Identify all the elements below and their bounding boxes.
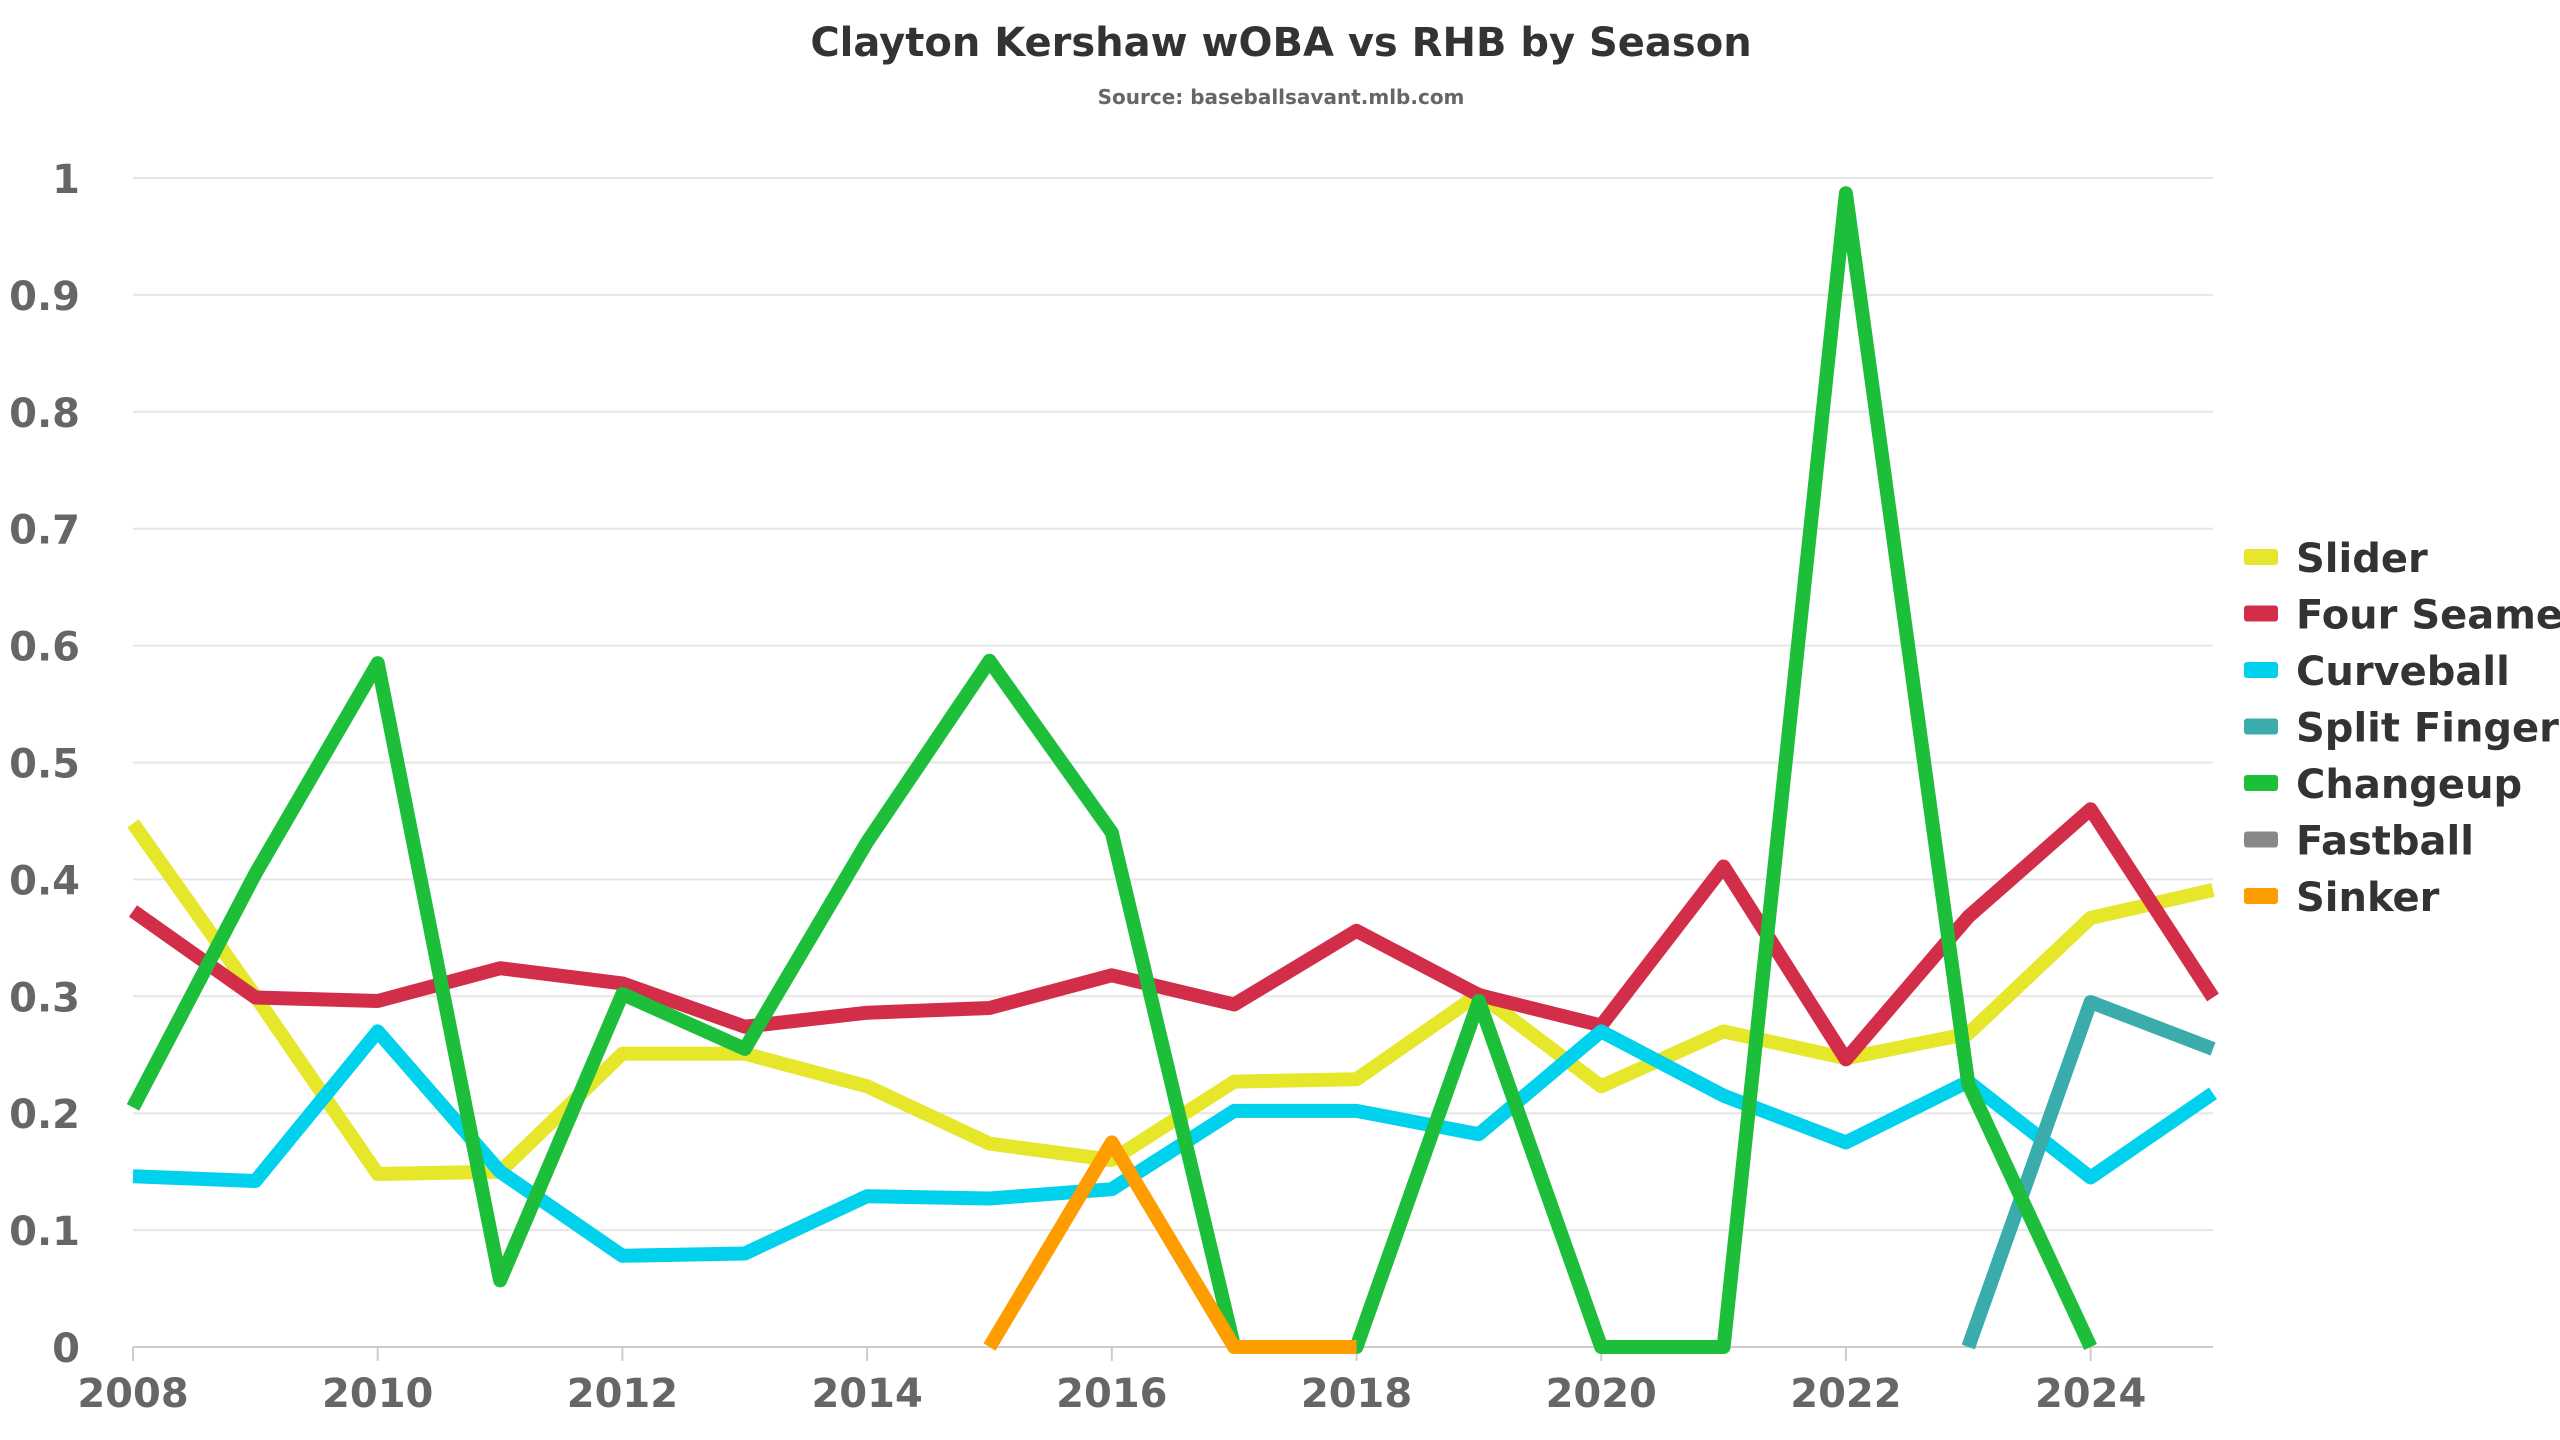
legend-item-label: Changeup xyxy=(2296,762,2522,808)
legend-item-label: Curveball xyxy=(2296,649,2510,695)
x-tick-label: 2020 xyxy=(1546,1371,1657,1417)
legend-swatch xyxy=(2244,549,2278,565)
y-tick-label: 0.6 xyxy=(9,625,80,671)
legend-item-label: Slider xyxy=(2296,536,2428,582)
legend-swatch xyxy=(2244,662,2278,678)
series-line-changeup xyxy=(126,186,2097,1354)
legend-swatch xyxy=(2244,888,2278,904)
y-tick-label: 0.4 xyxy=(9,858,80,904)
legend-item-label: Four Seamer xyxy=(2296,593,2560,639)
y-tick-label: 0.1 xyxy=(9,1209,80,1255)
x-tick-label: 2008 xyxy=(77,1371,188,1417)
y-tick-label: 0.5 xyxy=(9,742,80,788)
x-axis-ticks: 2008 2010 2012 2014 2016 2018 2020 2022 2024 xyxy=(77,1347,2146,1417)
x-tick-label: 2018 xyxy=(1301,1371,1412,1417)
x-tick-label: 2010 xyxy=(322,1371,433,1417)
legend-swatch xyxy=(2244,718,2278,735)
y-tick-label: 0.7 xyxy=(9,508,80,554)
legend-item-label: Split Finger xyxy=(2296,706,2559,752)
x-tick-label: 2014 xyxy=(811,1371,922,1417)
chart-title: Clayton Kershaw wOBA vs RHB by Season xyxy=(810,20,1751,66)
x-tick-label: 2022 xyxy=(1790,1371,1901,1417)
series-line-four-seamer xyxy=(128,802,2219,1067)
series-line-sinker xyxy=(983,1135,1357,1354)
chart-subtitle: Source: baseballsavant.mlb.com xyxy=(1098,85,1465,109)
legend-swatch xyxy=(2244,831,2278,848)
series-lines xyxy=(126,186,2219,1354)
legend-swatch xyxy=(2244,605,2278,622)
x-tick-label: 2012 xyxy=(567,1371,678,1417)
y-axis-ticks: 0 0.1 0.2 0.3 0.4 0.5 0.6 0.7 0.8 0.9 1 xyxy=(9,157,80,1372)
legend-item-label: Fastball xyxy=(2296,819,2474,865)
x-tick-label: 2016 xyxy=(1056,1371,1167,1417)
y-tick-label: 0.3 xyxy=(9,975,80,1021)
legend: Slider Four Seamer Curveball Split Finger Ch… xyxy=(2244,536,2560,921)
legend-item-label: Sinker xyxy=(2296,875,2440,921)
y-tick-label: 1 xyxy=(52,157,80,203)
y-tick-label: 0.8 xyxy=(9,391,80,437)
y-tick-label: 0 xyxy=(52,1326,80,1372)
x-tick-label: 2024 xyxy=(2035,1371,2146,1417)
y-tick-label: 0.2 xyxy=(9,1092,80,1138)
series-line-split-finger xyxy=(1961,995,2216,1350)
legend-swatch xyxy=(2244,775,2278,791)
y-tick-label: 0.9 xyxy=(9,274,80,320)
